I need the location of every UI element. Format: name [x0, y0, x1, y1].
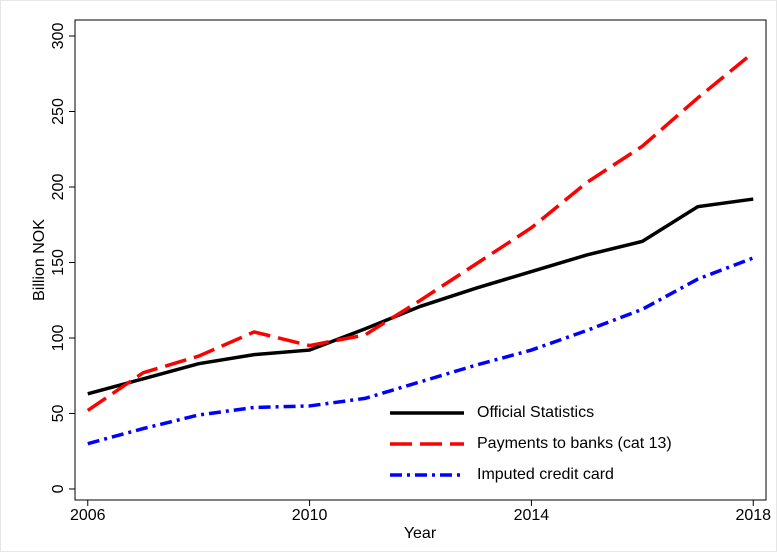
- legend-label: Imputed credit card: [477, 466, 614, 483]
- legend-label: Official Statistics: [477, 404, 594, 421]
- x-tick-label: 2018: [735, 507, 771, 524]
- x-tick-label: 2006: [70, 507, 106, 524]
- y-tick-label: 200: [50, 174, 67, 201]
- plot-frame: [74, 19, 767, 501]
- series-line: [86, 51, 755, 412]
- y-tick-label: 100: [50, 325, 67, 352]
- y-tick-label: 250: [50, 98, 67, 125]
- y-axis-label: Billion NOK: [31, 219, 48, 301]
- x-axis-label: Year: [404, 525, 437, 542]
- y-tick-label: 150: [50, 249, 67, 276]
- x-tick-label: 2014: [514, 507, 550, 524]
- y-tick-label: 300: [50, 23, 67, 50]
- series-line: [87, 197, 754, 396]
- y-tick-label: 0: [50, 484, 67, 493]
- legend-label: Payments to banks (cat 13): [477, 435, 672, 452]
- x-tick-label: 2010: [292, 507, 328, 524]
- y-tick-label: 50: [50, 404, 67, 422]
